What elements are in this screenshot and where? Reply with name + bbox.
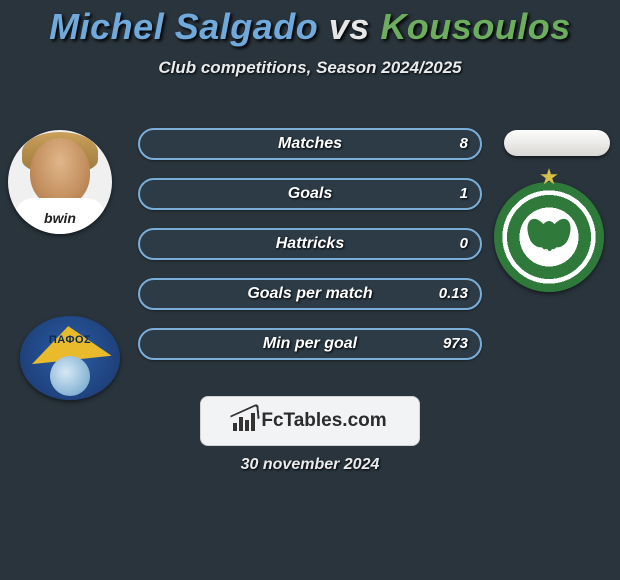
player2-name: Kousoulos (380, 6, 571, 47)
player1-jersey-sponsor: bwin (8, 210, 112, 226)
stat-label: Goals per match (140, 280, 480, 308)
stat-value: 0 (460, 230, 468, 258)
player1-name: Michel Salgado (49, 6, 318, 47)
stat-value: 1 (460, 180, 468, 208)
stat-label: Goals (140, 180, 480, 208)
fctables-text: FcTables.com (261, 410, 386, 432)
vs-text: vs (329, 6, 370, 47)
stat-value: 0.13 (439, 280, 468, 308)
stat-row-matches: Matches 8 (138, 128, 482, 160)
stat-row-min-per-goal: Min per goal 973 (138, 328, 482, 360)
stat-row-goals-per-match: Goals per match 0.13 (138, 278, 482, 310)
stat-row-goals: Goals 1 (138, 178, 482, 210)
player2-club-badge: 1948 (494, 182, 604, 292)
competition-subtitle: Club competitions, Season 2024/2025 (0, 58, 620, 78)
comparison-date: 30 november 2024 (0, 456, 620, 474)
fctables-icon (233, 411, 255, 431)
player1-club-badge: ΠΑΦΟΣ (20, 316, 120, 400)
comparison-title: Michel Salgado vs Kousoulos (0, 6, 620, 48)
stat-label: Hattricks (140, 230, 480, 258)
stat-value: 8 (460, 130, 468, 158)
stat-value: 973 (443, 330, 468, 358)
stat-row-hattricks: Hattricks 0 (138, 228, 482, 260)
stats-container: Matches 8 Goals 1 Hattricks 0 Goals per … (138, 128, 482, 378)
fctables-logo: FcTables.com (200, 396, 420, 446)
stat-label: Matches (140, 130, 480, 158)
player2-avatar-placeholder (504, 130, 610, 156)
stat-label: Min per goal (140, 330, 480, 358)
player2-club-badge-year: 1948 (494, 248, 604, 259)
player1-avatar: bwin (8, 130, 112, 234)
player1-club-badge-text: ΠΑΦΟΣ (20, 334, 120, 346)
